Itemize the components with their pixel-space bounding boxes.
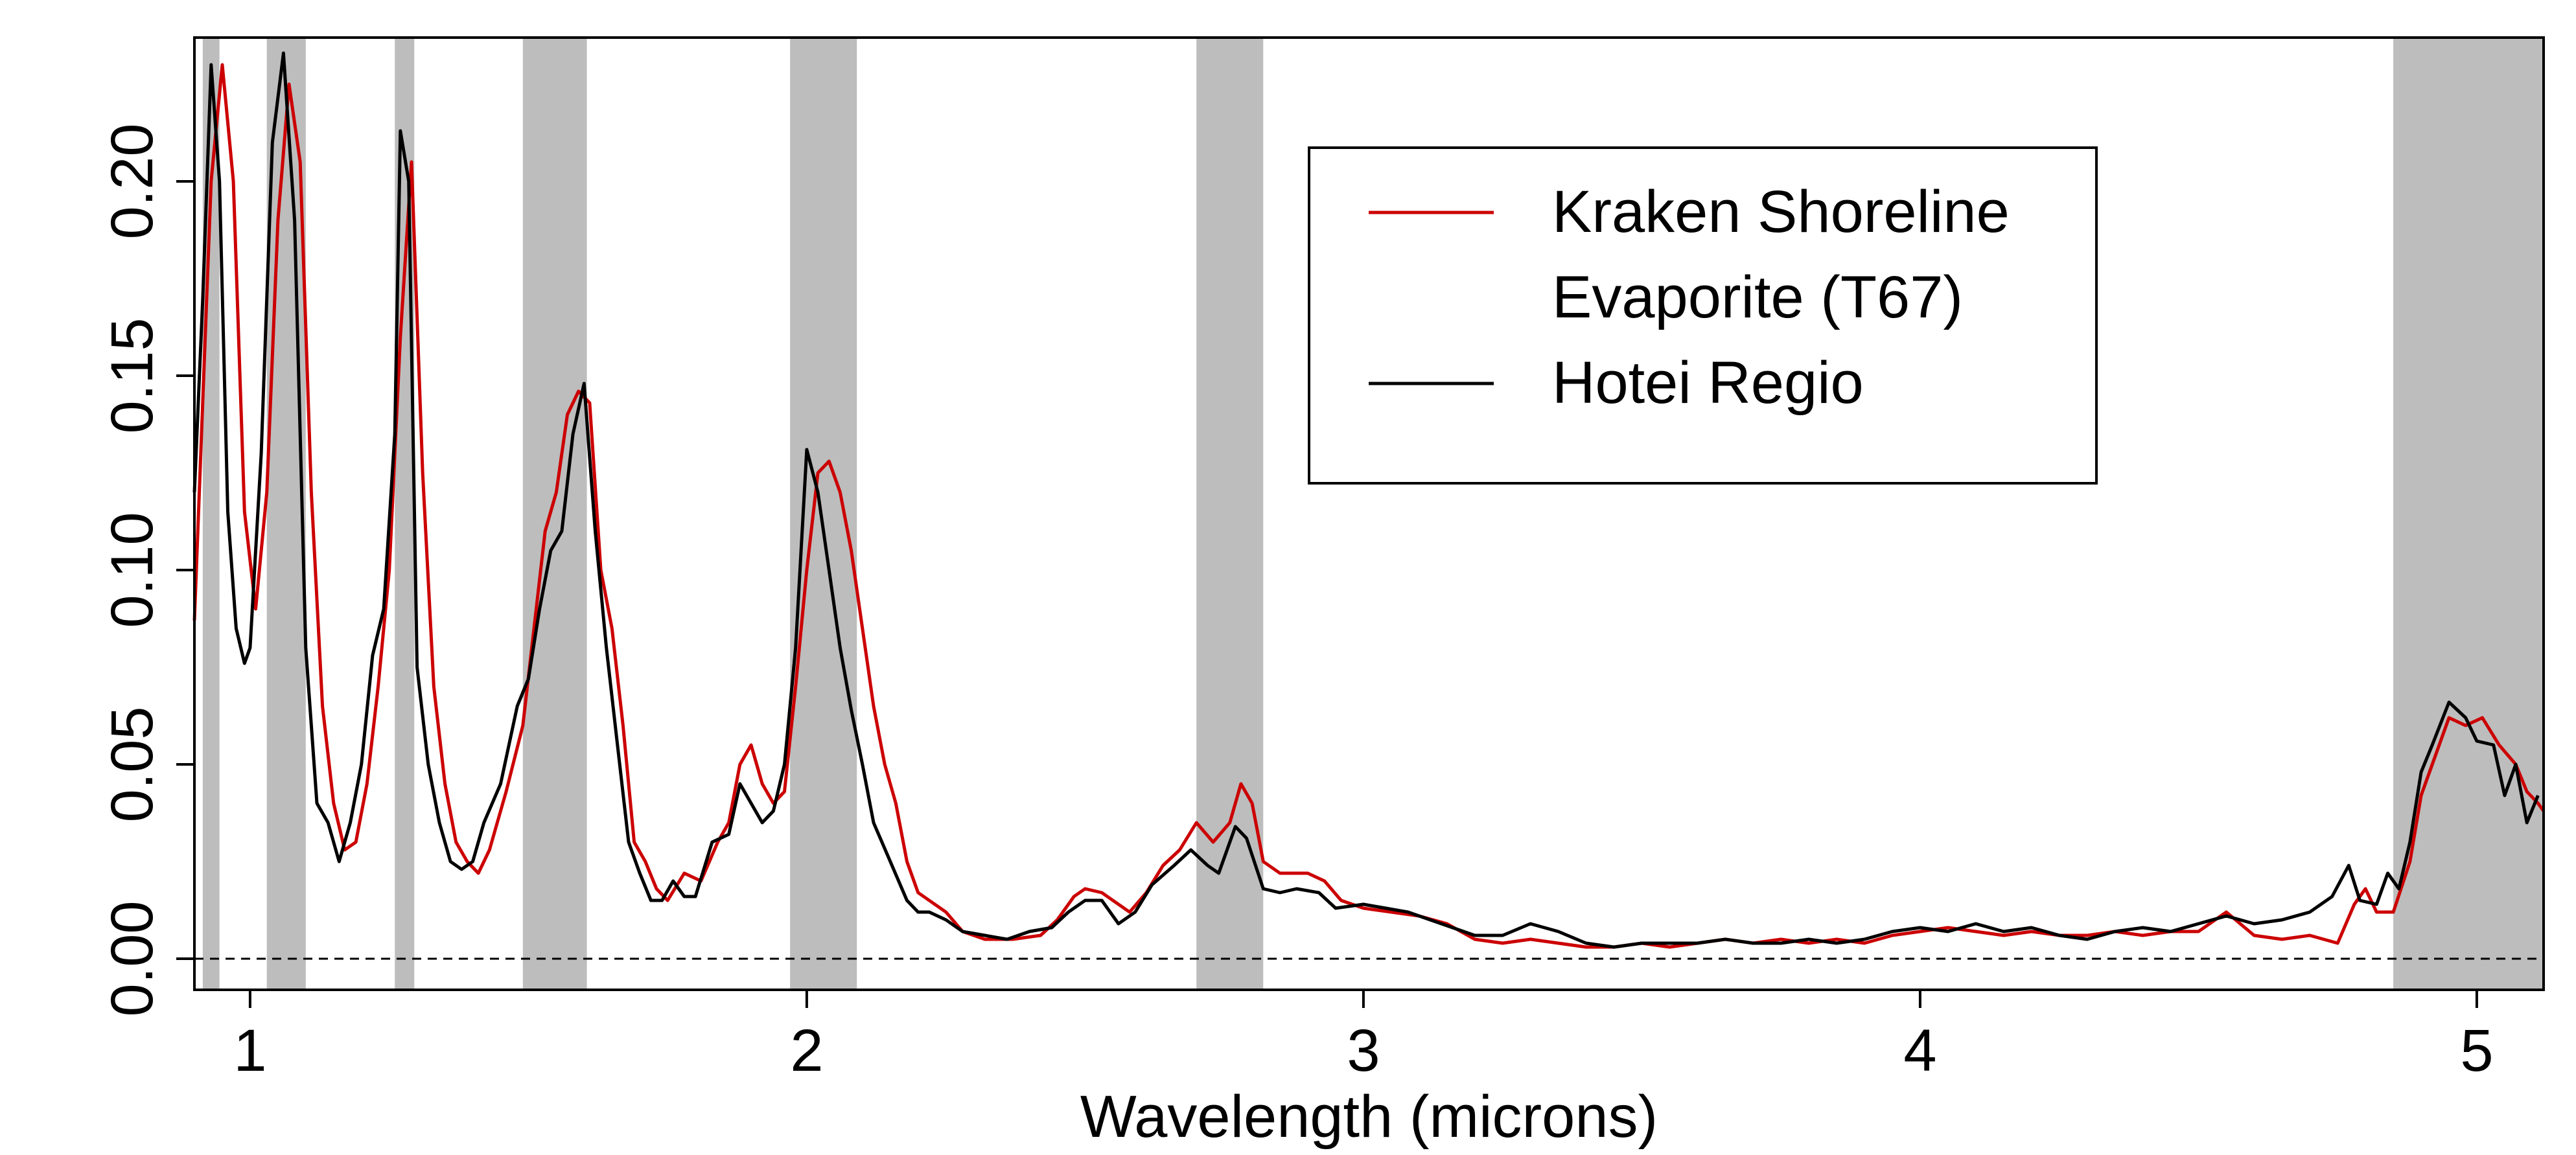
y-tick-label: 0.20 — [99, 123, 165, 239]
x-tick-label: 5 — [2460, 1018, 2493, 1084]
plot-frame — [193, 36, 2545, 991]
series-line-hotei-regio — [192, 51, 2540, 949]
x-tick-label: 3 — [1347, 1018, 1380, 1084]
y-tick-label: 0.10 — [99, 512, 165, 628]
shaded-band — [522, 38, 587, 990]
legend: Kraken Shoreline Evaporite (T67) Hotei Reg… — [1308, 146, 2098, 485]
y-tick-label: 0.05 — [99, 706, 165, 822]
x-axis-title: Wavelength (microns) — [1080, 1084, 1658, 1150]
shaded-band — [1196, 38, 1264, 990]
x-tick-label: 1 — [233, 1018, 266, 1084]
x-tick-label: 4 — [1903, 1018, 1936, 1084]
x-tick-label: 2 — [790, 1018, 823, 1084]
shaded-band — [2393, 38, 2544, 990]
series-layer — [192, 51, 2546, 949]
legend-label: Kraken Shoreline — [1552, 179, 2010, 245]
legend-label: Evaporite (T67) — [1552, 264, 1963, 330]
y-tick-label: 0.00 — [99, 900, 165, 1016]
y-axis: 0.00 0.05 0.10 0.15 0.20 — [99, 123, 194, 1017]
shaded-bands — [202, 38, 2544, 990]
x-axis: 1 2 3 4 5 — [233, 990, 2494, 1084]
legend-box — [1308, 146, 2098, 485]
y-tick-label: 0.15 — [99, 317, 165, 433]
shaded-band — [266, 38, 306, 990]
shaded-band — [790, 38, 857, 990]
legend-label: Hotei Regio — [1552, 350, 1864, 416]
